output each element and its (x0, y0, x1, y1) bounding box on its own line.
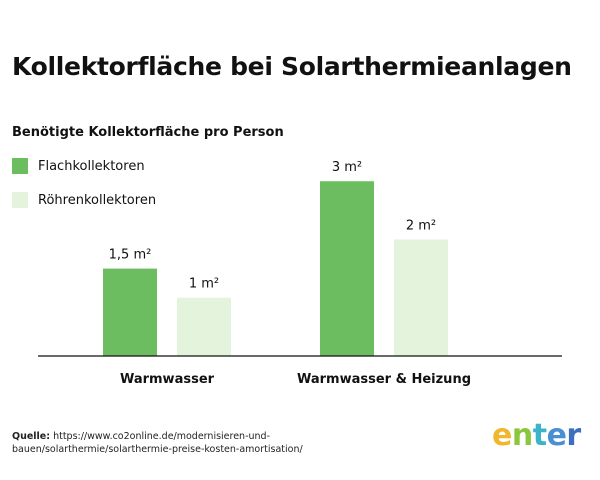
chart-title: Kollektorfläche bei Solarthermieanlagen (12, 52, 572, 81)
legend-swatch-roehrenkollektoren (12, 192, 28, 208)
logo-letter: e (492, 418, 512, 453)
logo-letter: e (546, 418, 567, 453)
x-tick-label-1: Warmwasser & Heizung (297, 372, 471, 387)
source-note: Quelle: https://www.co2online.de/moderni… (12, 430, 382, 456)
source-url: https://www.co2online.de/modernisieren-u… (12, 431, 303, 455)
logo-letter: t (532, 418, 547, 453)
logo-letter: r (566, 418, 581, 453)
chart-subtitle: Benötigte Kollektorfläche pro Person (12, 125, 284, 140)
legend-item-roehrenkollektoren: Röhrenkollektoren (12, 192, 156, 208)
logo-letter: n (511, 418, 533, 453)
x-tick-label-0: Warmwasser (120, 372, 215, 387)
bar-flach-1 (320, 181, 374, 356)
bar-flach-0 (103, 268, 157, 356)
enter-logo: enter (492, 418, 581, 453)
data-label-roehren-0: 1 m² (189, 277, 219, 292)
data-label-flach-0: 1,5 m² (109, 248, 152, 263)
legend-label-roehrenkollektoren: Röhrenkollektoren (38, 192, 157, 208)
legend-item-flachkollektoren: Flachkollektoren (12, 158, 145, 174)
legend-label-flachkollektoren: Flachkollektoren (38, 158, 145, 174)
bar-roehren-1 (394, 239, 448, 356)
legend-swatch-flachkollektoren (12, 158, 28, 174)
data-label-flach-1: 3 m² (332, 160, 362, 175)
source-label: Quelle: (12, 431, 51, 442)
data-label-roehren-1: 2 m² (406, 218, 436, 233)
bar-roehren-0 (177, 297, 231, 356)
